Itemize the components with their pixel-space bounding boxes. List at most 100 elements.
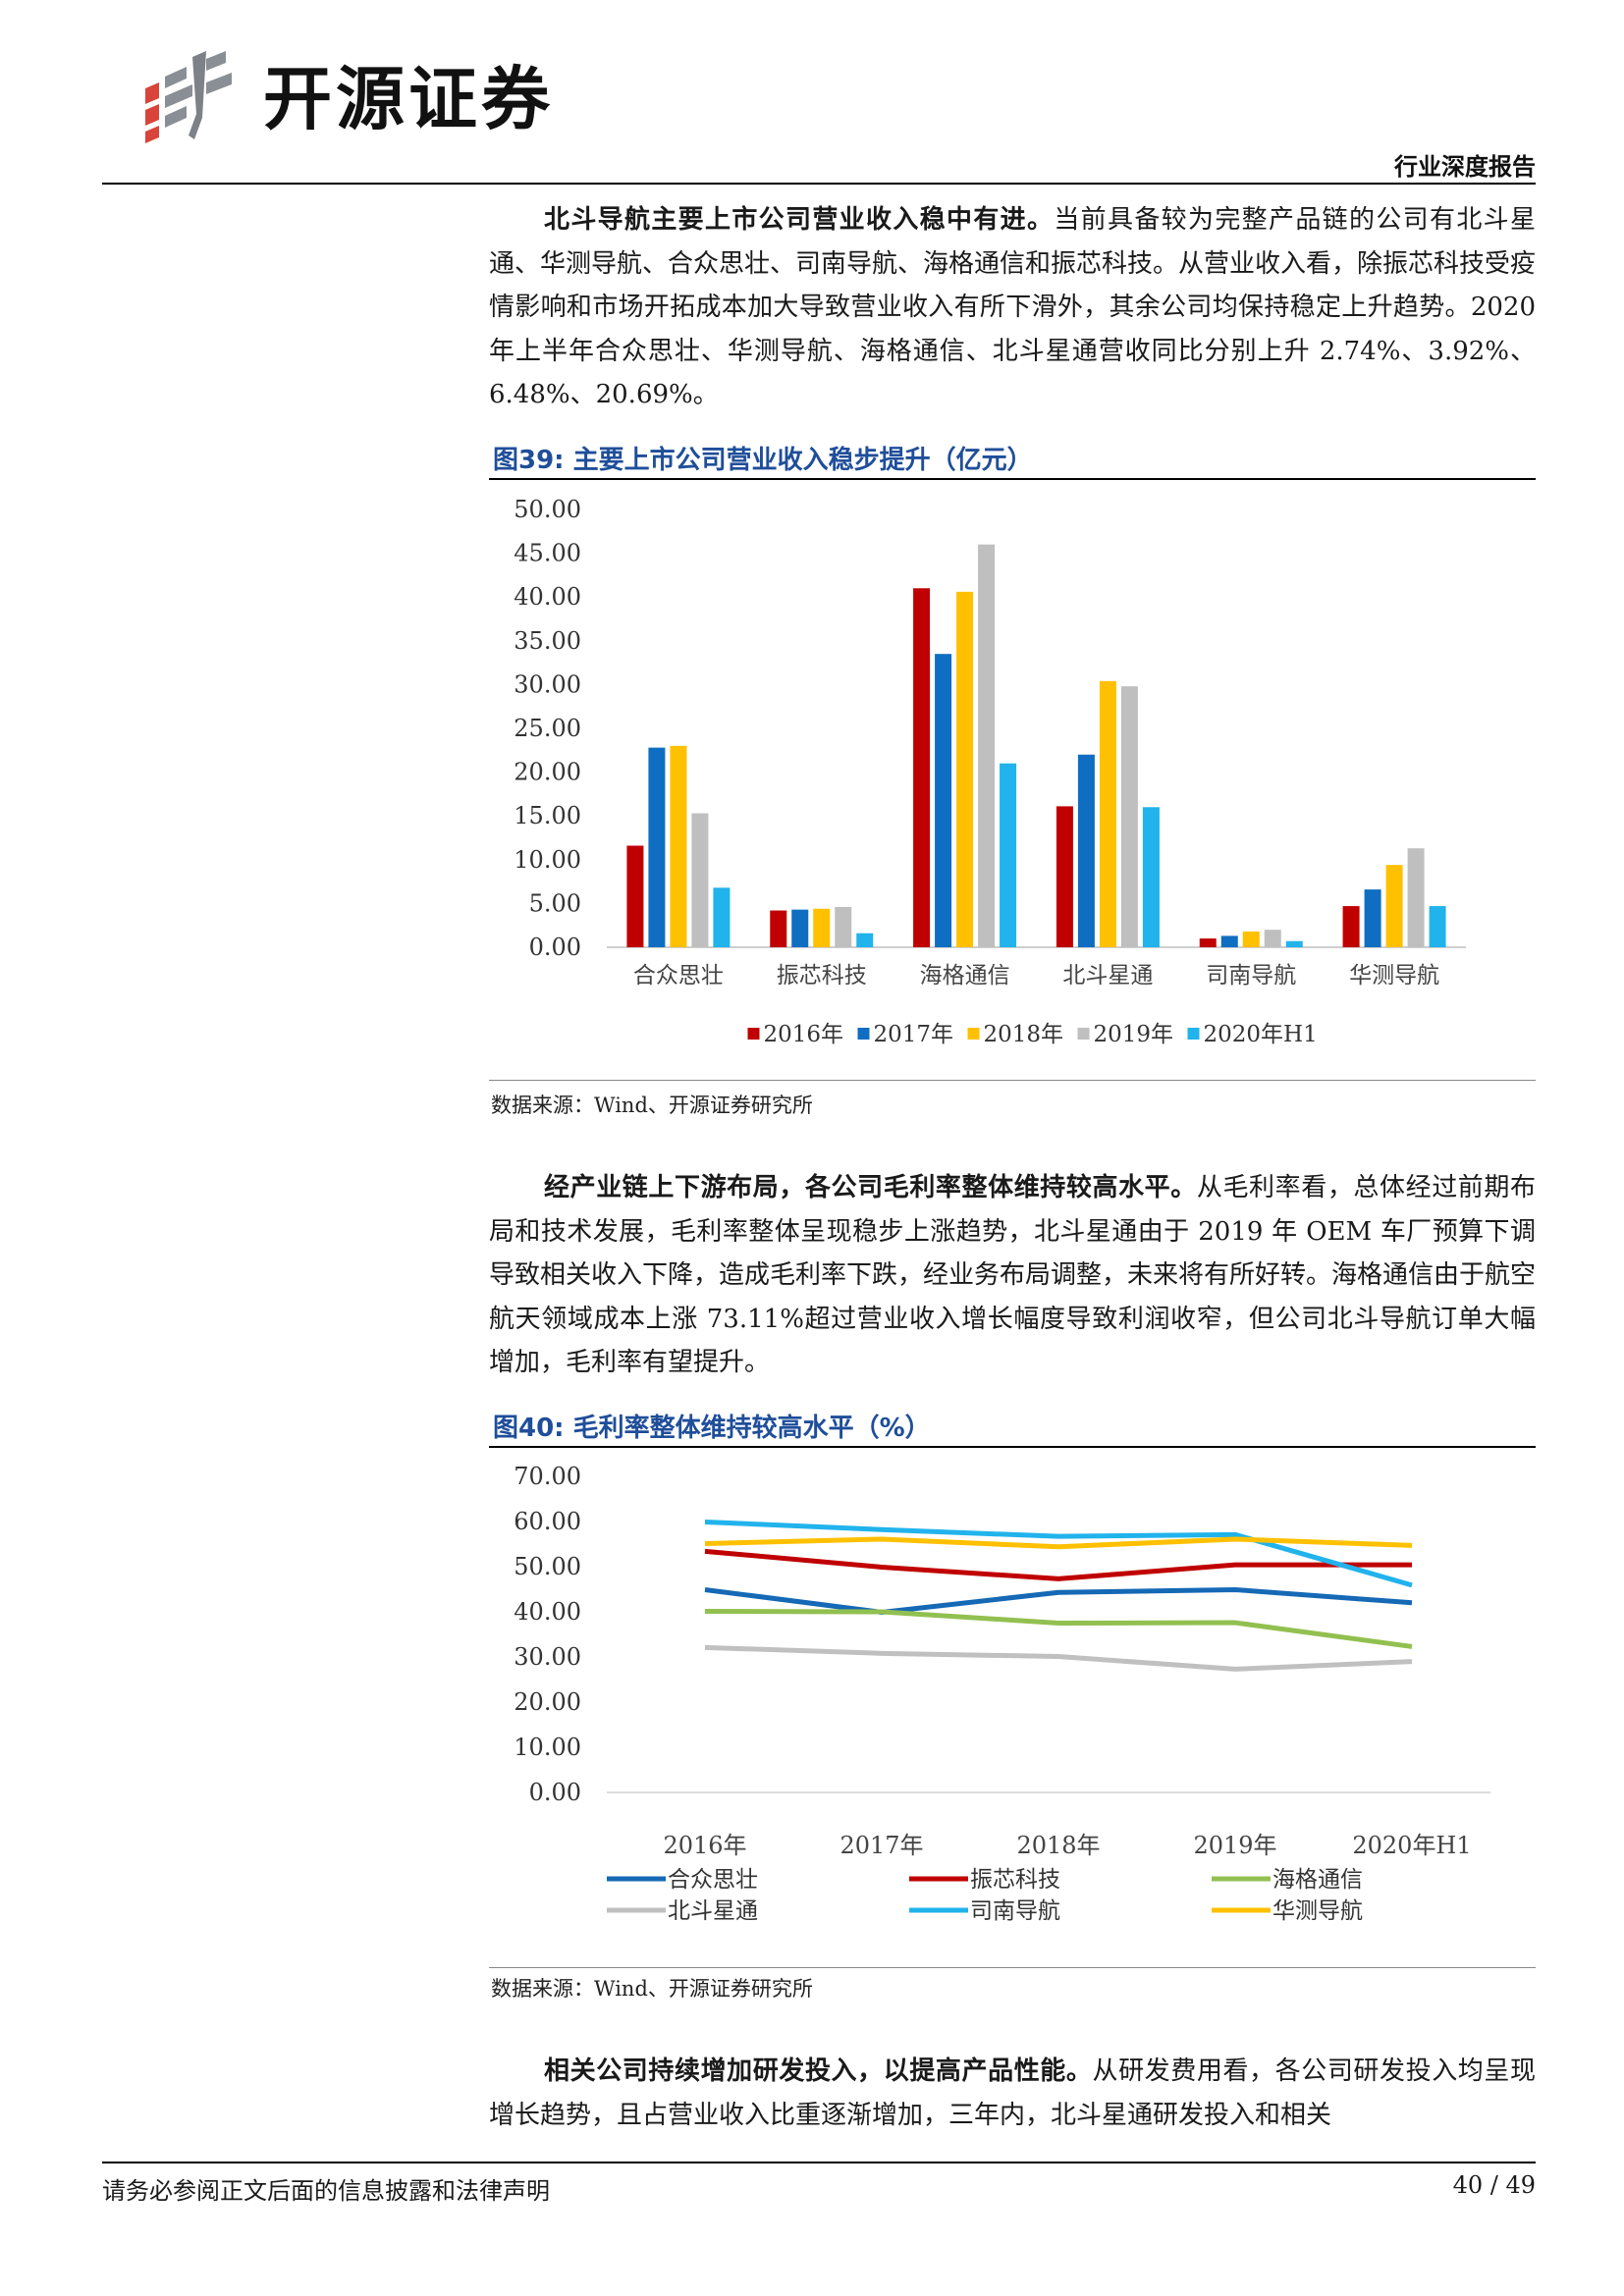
figure-39-bottom-rule (489, 1080, 1536, 1081)
x-tick-label: 合众思壮 (633, 963, 724, 988)
legend-label: 2017年 (874, 1022, 954, 1047)
bar-北斗星通-2020年H1 (1142, 807, 1160, 947)
legend-label: 司南导航 (970, 1898, 1060, 1924)
bar-合众思壮-2016年 (626, 845, 644, 947)
x-tick-label: 海格通信 (920, 963, 1010, 988)
bar-华测导航-2017年 (1364, 889, 1381, 947)
figure-40-title: 图40: 毛利率整体维持较高水平（%） (493, 1414, 931, 1443)
legend-label: 2019年 (1094, 1022, 1174, 1047)
y-tick-label: 50.00 (514, 496, 581, 523)
bar-海格通信-2018年 (956, 591, 974, 947)
footer-disclaimer: 请务必参阅正文后面的信息披露和法律声明 (102, 2177, 550, 2205)
bar-北斗星通-2017年 (1077, 754, 1095, 947)
y-tick-label: 60.00 (514, 1508, 581, 1535)
legend-label: 2020年H1 (1204, 1022, 1318, 1047)
legend-swatch (747, 1028, 760, 1040)
bar-司南导航-2020年H1 (1285, 940, 1303, 947)
y-tick-label: 70.00 (514, 1463, 581, 1490)
bar-华测导航-2019年 (1407, 848, 1425, 947)
x-tick-label: 2020年H1 (1352, 1832, 1471, 1859)
report-type: 行业深度报告 (1394, 153, 1536, 181)
x-tick-label: 司南导航 (1206, 963, 1296, 988)
y-tick-label: 40.00 (514, 1598, 581, 1626)
bar-合众思壮-2017年 (648, 747, 666, 947)
bar-振芯科技-2016年 (770, 910, 787, 947)
bar-海格通信-2019年 (978, 544, 996, 947)
y-tick-label: 30.00 (514, 1643, 581, 1671)
line-司南导航 (704, 1519, 1413, 1588)
figure-39-source: 数据来源：Wind、开源证券研究所 (491, 1094, 813, 1117)
paragraph-1: 北斗导航主要上市公司营业收入稳中有进。当前具备较为完整产品链的公司有北斗星通、华… (489, 198, 1536, 417)
figure-39-top-rule (489, 478, 1536, 480)
paragraph-lead: 北斗导航主要上市公司营业收入稳中有进。 (544, 205, 1055, 235)
header-divider (102, 183, 1536, 185)
legend-label: 海格通信 (1272, 1867, 1363, 1893)
legend-label: 华测导航 (1272, 1898, 1363, 1924)
bar-华测导航-2018年 (1385, 865, 1403, 947)
bar-振芯科技-2020年H1 (856, 933, 874, 947)
footer-divider (102, 2162, 1536, 2163)
bar-振芯科技-2017年 (791, 909, 809, 947)
paragraph-lead: 经产业链上下游布局，各公司毛利率整体维持较高水平。 (544, 1173, 1197, 1202)
x-tick-label: 振芯科技 (777, 963, 867, 988)
x-tick-label: 华测导航 (1349, 963, 1439, 988)
y-tick-label: 40.00 (514, 583, 581, 611)
bar-合众思壮-2019年 (691, 813, 709, 947)
paragraph-body: 当前具备较为完整产品链的公司有北斗星通、华测导航、合众思壮、司南导航、海格通信和… (489, 205, 1537, 410)
x-tick-label: 北斗星通 (1062, 963, 1153, 988)
bar-华测导航-2020年H1 (1429, 906, 1446, 947)
legend-swatch (967, 1028, 980, 1040)
figure-40-source: 数据来源：Wind、开源证券研究所 (491, 1977, 813, 2001)
bar-海格通信-2016年 (913, 588, 931, 947)
bar-司南导航-2017年 (1220, 935, 1238, 947)
legend-label: 2018年 (984, 1022, 1064, 1047)
y-tick-label: 35.00 (514, 627, 581, 655)
bar-北斗星通-2016年 (1056, 806, 1073, 947)
brand-name: 开源证券 (263, 59, 554, 139)
paragraph-body: 从研发费用看，各公司研发投入均呈现增长趋势，且占营业收入比重逐渐增加，三年内，北… (489, 2056, 1536, 2130)
bar-司南导航-2018年 (1242, 931, 1260, 947)
x-tick-label: 2017年 (839, 1832, 923, 1859)
figure-39-title: 图39: 主要上市公司营业收入稳步提升（亿元） (493, 446, 1033, 475)
legend-label: 振芯科技 (970, 1867, 1060, 1893)
line-合众思壮 (704, 1586, 1413, 1615)
y-tick-label: 30.00 (514, 670, 581, 698)
paragraph-3: 相关公司持续增加研发投入，以提高产品性能。从研发费用看，各公司研发投入均呈现增长… (489, 2050, 1536, 2137)
line-北斗星通 (704, 1644, 1413, 1672)
legend-swatch (857, 1028, 870, 1040)
legend-swatch (1077, 1028, 1090, 1040)
line-海格通信 (704, 1609, 1413, 1649)
paragraph-lead: 相关公司持续增加研发投入，以提高产品性能。 (544, 2056, 1093, 2086)
y-tick-label: 15.00 (514, 802, 581, 829)
bar-海格通信-2020年H1 (1000, 763, 1017, 947)
legend-label: 合众思壮 (668, 1867, 758, 1893)
figure-40-bottom-rule (489, 1967, 1536, 1968)
x-tick-label: 2016年 (663, 1832, 746, 1859)
bar-合众思壮-2020年H1 (713, 887, 731, 947)
legend-label: 北斗星通 (668, 1898, 758, 1924)
y-tick-label: 0.00 (529, 1779, 581, 1806)
line-振芯科技 (704, 1548, 1412, 1581)
legend-swatch (1187, 1028, 1200, 1040)
y-tick-label: 5.00 (529, 889, 581, 917)
figure-40-top-rule (489, 1446, 1536, 1448)
bar-振芯科技-2018年 (813, 908, 831, 947)
company-logo (145, 51, 232, 143)
bar-司南导航-2016年 (1199, 938, 1217, 947)
y-tick-label: 50.00 (514, 1553, 581, 1580)
bar-合众思壮-2018年 (670, 745, 687, 947)
y-tick-label: 20.00 (514, 759, 581, 786)
bar-北斗星通-2019年 (1120, 686, 1138, 947)
x-tick-label: 2018年 (1016, 1832, 1100, 1859)
y-tick-label: 45.00 (514, 540, 581, 567)
y-tick-label: 0.00 (529, 934, 581, 961)
bar-司南导航-2019年 (1264, 930, 1281, 947)
y-tick-label: 20.00 (514, 1688, 581, 1716)
line-chart: 0.00 10.00 20.00 30.00 40.00 50.00 60.00 70.00 2… (514, 1463, 1490, 1924)
legend-label: 2016年 (764, 1022, 844, 1047)
paragraph-body: 从毛利率看，总体经过前期布局和技术发展，毛利率整体呈现稳步上涨趋势，北斗星通由于… (489, 1173, 1537, 1378)
bar-华测导航-2016年 (1342, 906, 1360, 947)
bar-北斗星通-2018年 (1099, 680, 1116, 947)
y-tick-label: 10.00 (514, 846, 581, 874)
y-tick-label: 10.00 (514, 1734, 581, 1761)
